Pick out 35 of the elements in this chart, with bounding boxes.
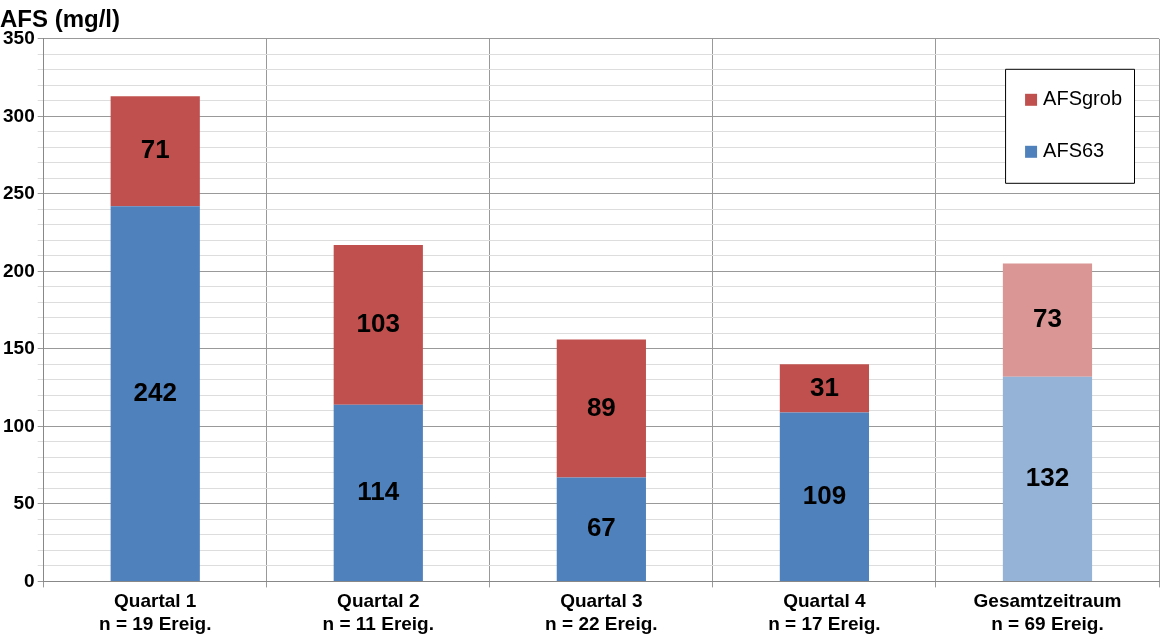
bar (333, 244, 423, 405)
x-tick-label: Quartal 1 n = 19 Ereig. (98, 590, 212, 634)
x-tick-label: Gesamtzeitraum n = 69 Ereig. (973, 590, 1122, 634)
bar (1002, 263, 1093, 377)
data-label: 103 (356, 308, 400, 338)
x-tick-label: Quartal 3 n = 22 Ereig. (545, 590, 658, 634)
legend-label: AFSgrob (1043, 87, 1123, 110)
y-tick-label: 200 (3, 259, 35, 281)
data-label: 71 (140, 134, 170, 165)
x-tick-label: Quartal 2 n = 11 Ereig. (322, 590, 434, 634)
y-tick-label: 250 (3, 182, 35, 204)
data-label: 242 (133, 376, 177, 407)
legend-label: AFS63 (1043, 139, 1105, 162)
data-label: 109 (802, 479, 847, 510)
x-tick-label: Quartal 4 n = 17 Ereig. (768, 590, 881, 634)
data-label: 67 (586, 512, 616, 543)
y-tick-label: 150 (3, 337, 35, 359)
y-tick-label: 0 (24, 569, 35, 591)
y-tick-label: 350 (3, 27, 35, 49)
y-tick-label: 100 (3, 414, 35, 436)
data-label: 132 (1025, 462, 1070, 492)
bar (779, 412, 870, 581)
data-label: 89 (586, 391, 616, 422)
bar (110, 206, 200, 581)
data-label: 73 (1033, 303, 1062, 334)
bar (556, 339, 646, 478)
bar (333, 404, 423, 581)
data-label: 114 (357, 475, 400, 506)
y-tick-label: 300 (3, 104, 35, 126)
bar (556, 477, 646, 581)
bar (110, 96, 200, 207)
data-label: 31 (809, 371, 839, 402)
y-tick-label: 50 (13, 492, 35, 514)
bar (779, 364, 870, 413)
bar (1002, 376, 1093, 581)
